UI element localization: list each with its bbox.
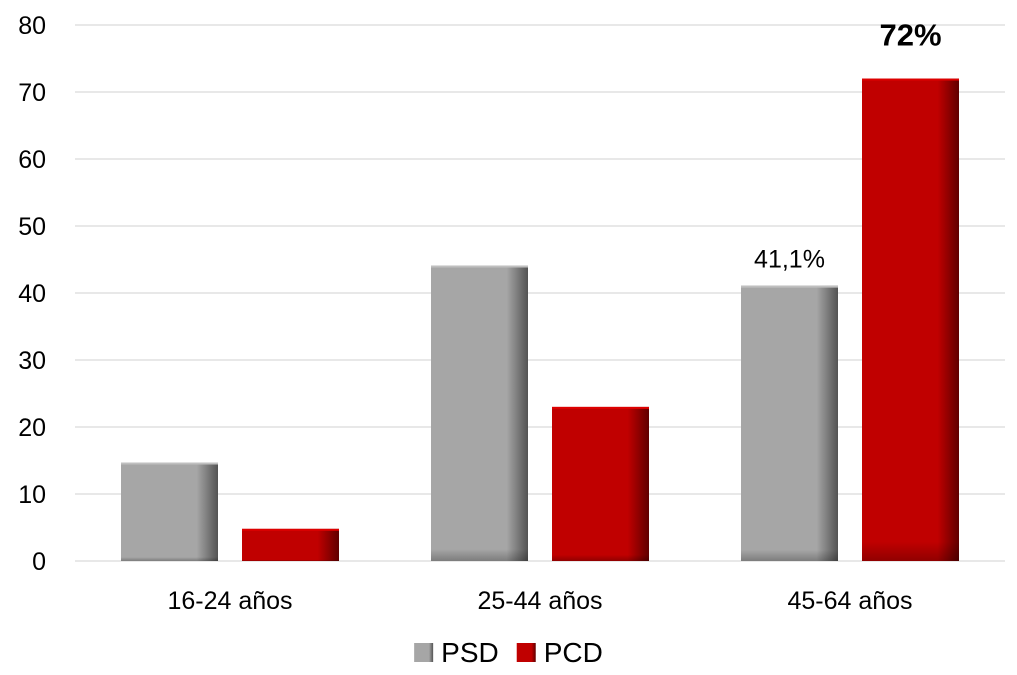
legend-label: PSD	[441, 637, 499, 668]
y-tick-label: 80	[18, 12, 46, 40]
y-tick-label: 70	[18, 79, 46, 107]
bars	[121, 78, 959, 561]
bar-pcd-1	[242, 528, 339, 561]
y-tick-label: 60	[18, 146, 46, 174]
y-tick-label: 20	[18, 414, 46, 442]
gridlines	[75, 24, 1005, 562]
legend-label: PCD	[544, 637, 603, 668]
y-axis-tick-labels: 0 10 20 30 40 50 60 70 80	[18, 12, 46, 576]
y-tick-label: 40	[18, 280, 46, 308]
legend-swatch	[414, 643, 434, 662]
legend-item-pcd: PCD	[516, 637, 603, 668]
bar-pcd-2	[552, 406, 649, 561]
bar-pcd-3	[862, 78, 959, 561]
y-tick-label: 0	[32, 548, 46, 576]
data-label-pcd: 72%	[879, 18, 941, 53]
x-category-label: 45-64 años	[787, 587, 912, 615]
data-labels: 41,1% 72%	[754, 18, 941, 274]
y-tick-label: 30	[18, 347, 46, 375]
bar-psd-1	[121, 462, 218, 561]
x-axis-category-labels: 16-24 años 25-44 años 45-64 años	[167, 587, 912, 615]
legend-swatch	[516, 643, 536, 662]
x-category-label: 25-44 años	[477, 587, 602, 615]
bar-psd-2	[431, 265, 528, 561]
y-tick-label: 10	[18, 481, 46, 509]
x-category-label: 16-24 años	[167, 587, 292, 615]
data-label-psd: 41,1%	[754, 246, 825, 274]
y-tick-label: 50	[18, 213, 46, 241]
bar-psd-3	[741, 285, 838, 561]
legend: PSD PCD	[414, 637, 603, 668]
legend-item-psd: PSD	[414, 637, 499, 668]
